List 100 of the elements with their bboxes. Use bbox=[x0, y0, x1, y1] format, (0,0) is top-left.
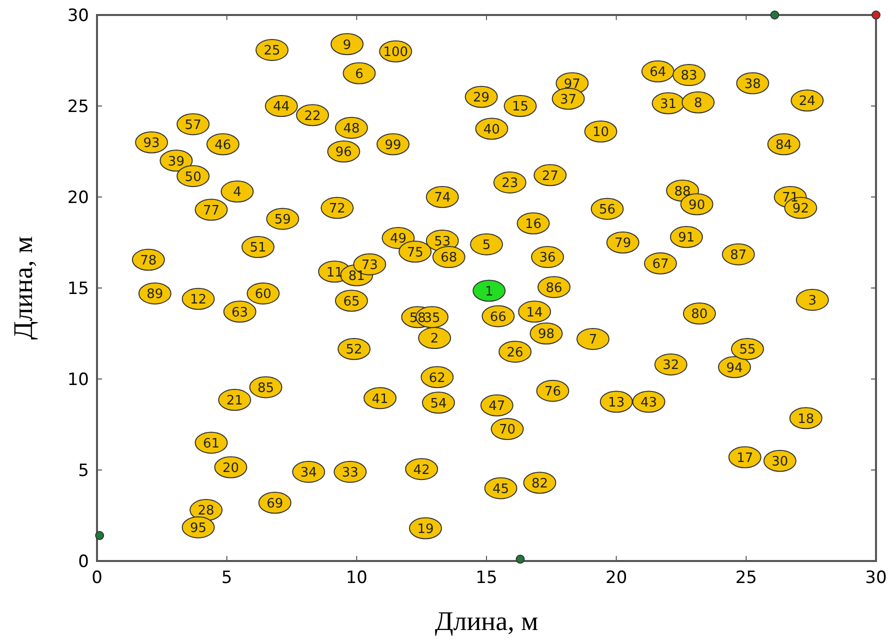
annotation: 26 bbox=[506, 345, 524, 360]
annotation: 23 bbox=[502, 176, 518, 192]
annotation: 51 bbox=[250, 240, 266, 256]
annotation: 39 bbox=[168, 154, 184, 170]
annotation: 54 bbox=[430, 396, 447, 412]
annotation: 31 bbox=[660, 96, 677, 112]
annotation: 49 bbox=[390, 232, 406, 247]
point bbox=[95, 531, 104, 540]
point bbox=[770, 10, 780, 20]
annotation: 19 bbox=[417, 522, 434, 537]
annotation: 86 bbox=[546, 280, 562, 296]
annotation: 63 bbox=[232, 305, 248, 320]
y-tick-label: 5 bbox=[78, 461, 89, 482]
annotation: 99 bbox=[384, 138, 402, 153]
annotation: 69 bbox=[266, 496, 284, 512]
annotation: 36 bbox=[539, 250, 556, 266]
annotation: 70 bbox=[499, 422, 516, 438]
annotation: 21 bbox=[226, 394, 243, 409]
annotation: 44 bbox=[273, 100, 290, 115]
y-tick-label: 20 bbox=[67, 188, 89, 208]
annotation: 82 bbox=[531, 476, 548, 492]
annotation: 22 bbox=[304, 108, 321, 124]
annotation: 83 bbox=[680, 68, 698, 84]
y-tick-label: 0 bbox=[78, 552, 89, 572]
annotation: 66 bbox=[490, 310, 506, 325]
annotation: 33 bbox=[342, 466, 358, 480]
annotation: 42 bbox=[413, 462, 430, 478]
annotation: 2 bbox=[430, 332, 439, 347]
annotation: 50 bbox=[184, 170, 202, 185]
x-tick-label: 0 bbox=[92, 568, 102, 588]
annotation: 6 bbox=[355, 66, 364, 82]
annotation: 55 bbox=[739, 342, 756, 358]
point bbox=[872, 10, 880, 20]
annotation: 64 bbox=[650, 65, 666, 80]
annotation: 65 bbox=[343, 294, 360, 310]
annotation: 59 bbox=[274, 212, 291, 228]
annotation: 35 bbox=[424, 310, 440, 326]
annotation: 61 bbox=[202, 436, 220, 452]
annotation: 100 bbox=[383, 45, 408, 60]
annotation: 24 bbox=[798, 94, 816, 110]
annotation: 67 bbox=[652, 257, 669, 272]
annotation: 56 bbox=[598, 202, 616, 218]
annotation: 37 bbox=[560, 92, 577, 108]
annotation: 25 bbox=[264, 44, 280, 59]
annotation: 48 bbox=[343, 122, 360, 137]
annotation: 95 bbox=[190, 521, 207, 536]
annotation: 30 bbox=[772, 454, 788, 470]
annotation: 76 bbox=[544, 384, 561, 400]
y-tick-label: 30 bbox=[67, 6, 89, 26]
annotation: 80 bbox=[691, 307, 708, 322]
x-tick-label: 30 bbox=[865, 568, 887, 588]
annotation: 27 bbox=[542, 168, 558, 184]
annotation: 89 bbox=[146, 287, 164, 302]
annotation: 45 bbox=[492, 482, 510, 497]
annotation: 88 bbox=[674, 184, 691, 200]
annotation: 90 bbox=[688, 198, 706, 213]
annotation: 87 bbox=[730, 248, 747, 264]
annotation: 43 bbox=[640, 395, 658, 410]
annotation: 78 bbox=[140, 253, 157, 268]
annotation: 79 bbox=[614, 236, 632, 252]
annotation: 7 bbox=[588, 332, 598, 348]
annotation: 10 bbox=[592, 125, 610, 140]
annotation: 52 bbox=[346, 342, 362, 358]
y-tick-label: 15 bbox=[67, 279, 89, 300]
annotation: 62 bbox=[428, 370, 446, 386]
annotation: 9 bbox=[342, 38, 352, 53]
annotation: 53 bbox=[434, 234, 451, 250]
annotation: 29 bbox=[473, 90, 490, 106]
x-axis-title: Длина, м bbox=[434, 606, 538, 636]
annotation: 84 bbox=[776, 138, 792, 153]
point bbox=[516, 554, 525, 564]
x-tick-label: 10 bbox=[346, 568, 368, 588]
annotation: 34 bbox=[300, 466, 317, 480]
x-tick-label: 15 bbox=[476, 568, 498, 588]
annotation: 97 bbox=[564, 76, 580, 92]
x-tick-label: 25 bbox=[735, 568, 757, 588]
annotation: 47 bbox=[488, 399, 506, 414]
annotation: 18 bbox=[798, 412, 814, 427]
annotation: 4 bbox=[233, 185, 242, 200]
annotation: 8 bbox=[694, 96, 702, 112]
annotation: 74 bbox=[434, 190, 451, 206]
annotation: 12 bbox=[190, 292, 207, 308]
annotation: 41 bbox=[372, 392, 388, 407]
annotation: 98 bbox=[538, 327, 554, 342]
annotation: 17 bbox=[736, 450, 754, 466]
annotation: 46 bbox=[214, 138, 232, 153]
annotation: 93 bbox=[143, 136, 160, 152]
annotation: 72 bbox=[328, 202, 346, 217]
x-tick-label: 20 bbox=[606, 568, 628, 588]
annotation: 91 bbox=[678, 230, 695, 246]
y-axis-title: Длина, м bbox=[8, 236, 38, 340]
annotation: 5 bbox=[482, 238, 491, 253]
annotation: 16 bbox=[524, 217, 542, 232]
annotation: 75 bbox=[406, 245, 424, 260]
x-tick-label: 5 bbox=[221, 568, 232, 588]
annotation: 15 bbox=[512, 100, 529, 115]
annotation: 68 bbox=[440, 250, 458, 266]
annotation: 57 bbox=[184, 118, 202, 133]
annotation: 14 bbox=[526, 305, 543, 320]
annotation: 3 bbox=[808, 294, 817, 309]
